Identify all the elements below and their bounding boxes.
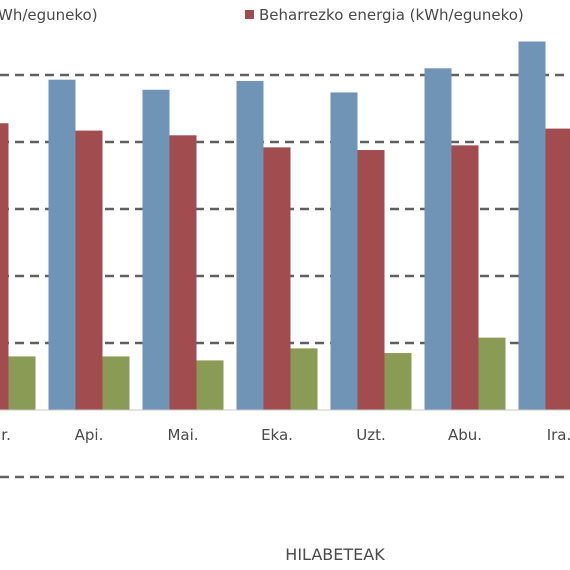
bar-mai-s1 [142,89,170,411]
bar-eka-s1 [236,81,264,410]
bar-mar-s3 [8,356,36,410]
bar-uzt-s2 [357,150,385,411]
bars [0,41,570,411]
x-tick-label: Eka. [261,426,293,444]
bar-api-s2 [75,130,103,411]
bar-uzt-s3 [384,353,412,410]
x-tick-label: Uzt. [356,426,386,444]
bar-eka-s3 [290,348,318,410]
bar-uzt-s1 [330,92,358,411]
bar-eka-s2 [263,147,291,411]
x-tick-labels: Mar. Api. Mai. Eka. Uzt. Abu. Ira. [0,426,570,444]
x-tick-label: Mai. [167,426,198,444]
bar-mar-s2 [0,123,9,411]
bar-mai-s2 [169,135,197,411]
x-tick-label: Mar. [0,426,11,444]
x-axis-title: HILABETEAK [285,545,385,564]
bar-abu-s1 [424,68,452,411]
legend: Wh/eguneko) Beharrezko energia (kWh/egun… [0,6,524,24]
bar-api-s3 [102,356,130,410]
legend-entry-1: Wh/eguneko) [0,6,98,24]
legend-swatch-2 [245,10,254,19]
x-tick-label: Api. [75,426,104,444]
bar-ira-s2 [545,128,570,410]
bar-api-s1 [48,79,76,410]
bar-abu-s2 [451,145,479,410]
bar-mai-s3 [196,360,224,410]
x-tick-label: Ira. [547,426,570,444]
x-tick-label: Abu. [448,426,482,444]
legend-entry-2: Beharrezko energia (kWh/eguneko) [259,6,524,24]
bar-ira-s1 [518,41,546,410]
bar-abu-s3 [478,337,506,410]
